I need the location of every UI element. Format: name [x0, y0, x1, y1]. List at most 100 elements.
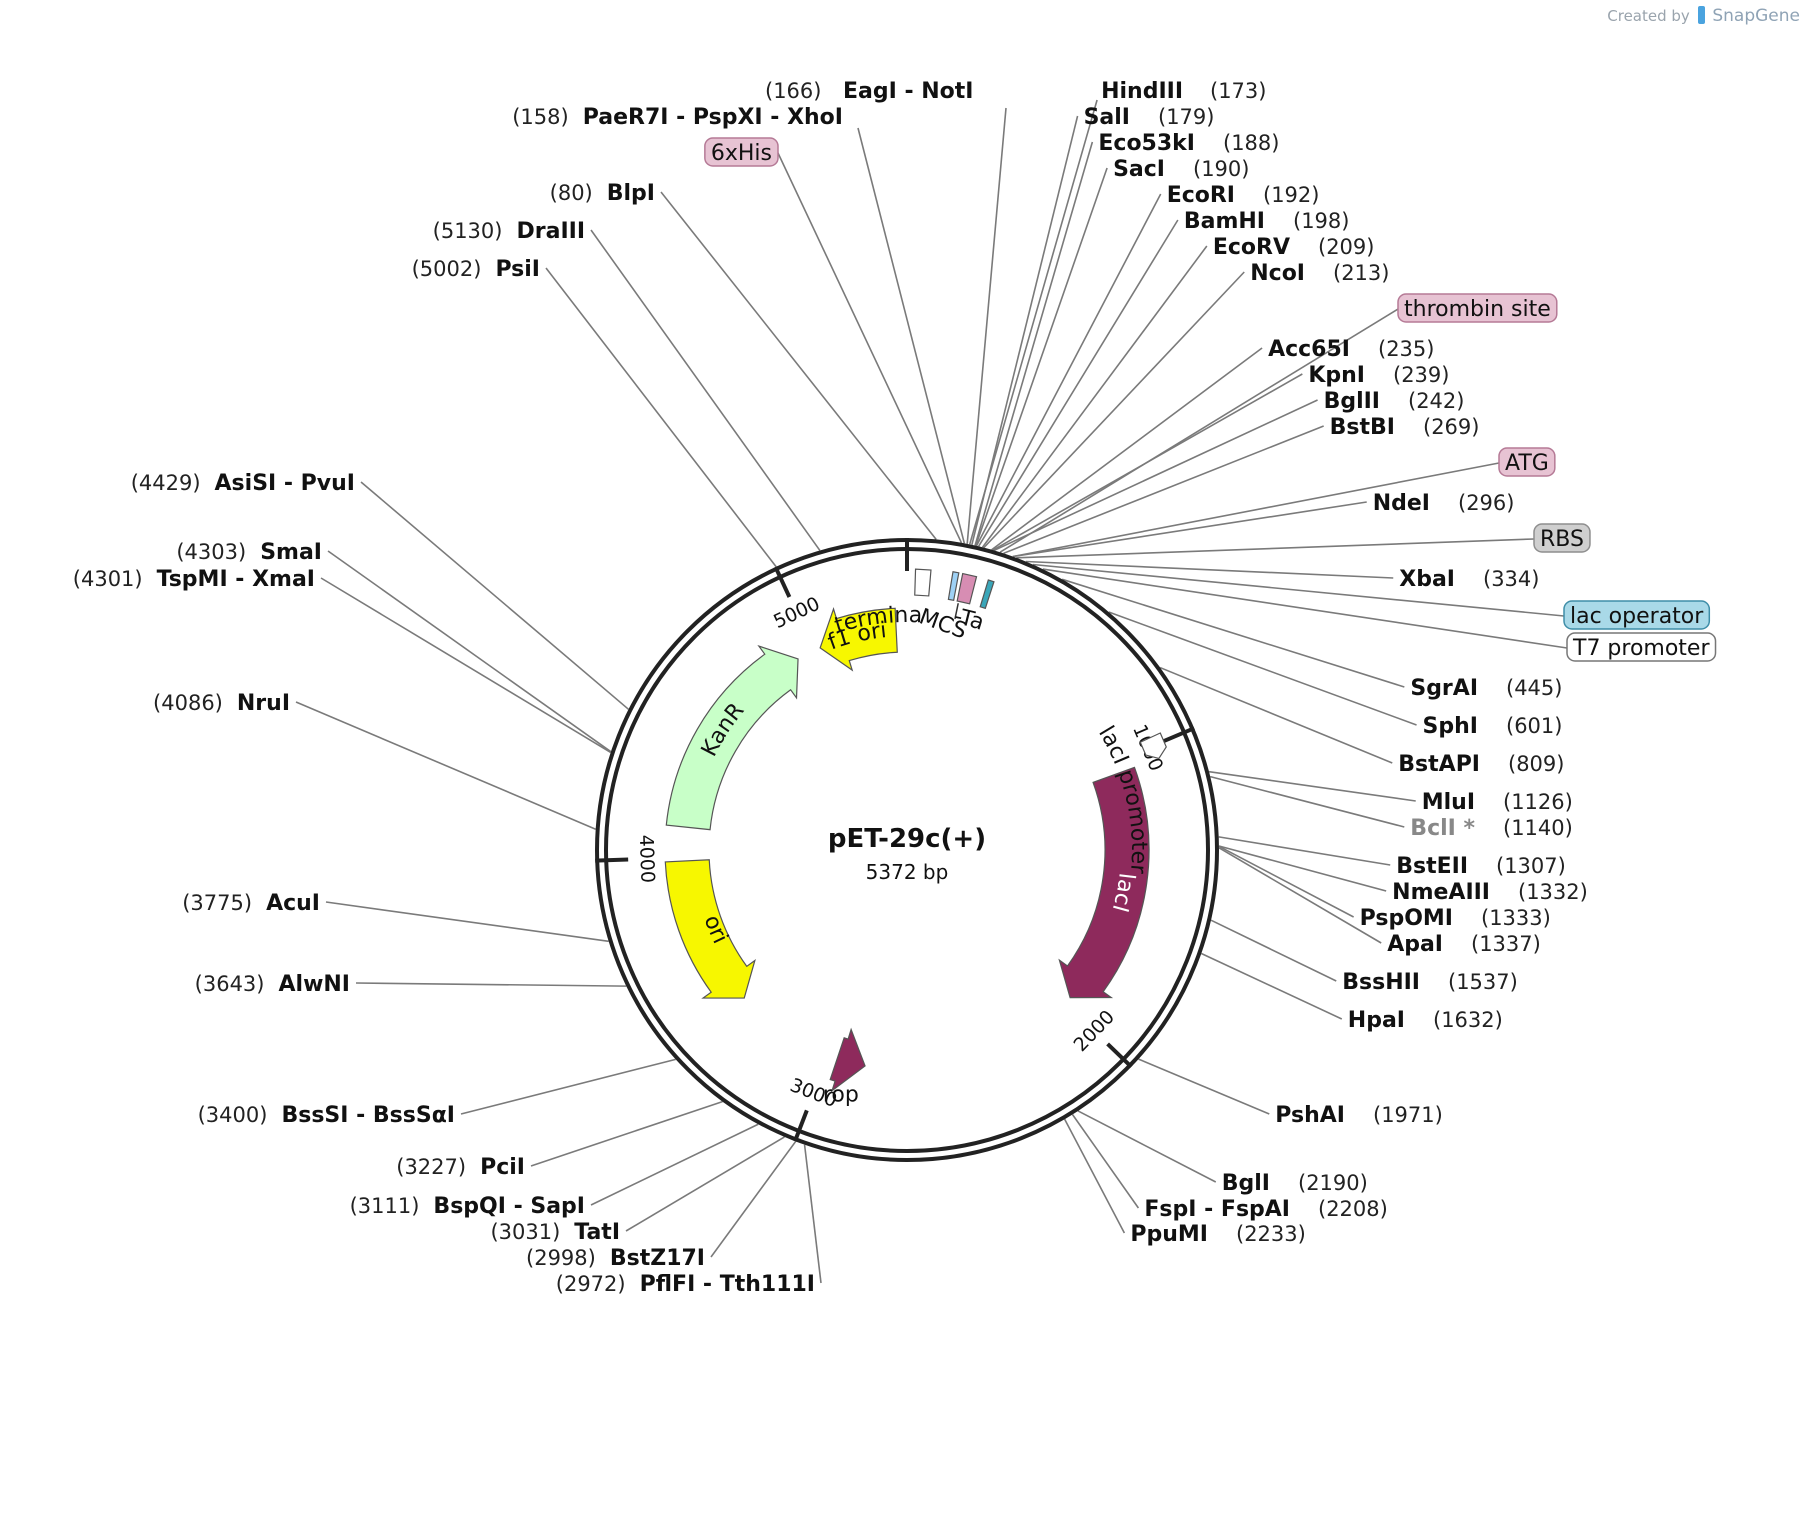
enzyme-coord: (192) [1263, 183, 1319, 207]
leader-line [1218, 847, 1382, 944]
leader-line [1208, 770, 1416, 802]
leader-line [460, 1058, 676, 1115]
enzyme-site-bsteii: BstEII (1307) [1396, 854, 1566, 879]
enzyme-coord: (809) [1508, 752, 1564, 776]
enzyme-site-tspmi-xmai: TspMI - XmaI (4301) [73, 567, 315, 592]
feature-tag-box [1566, 632, 1717, 662]
feature-ori-arrow [664, 859, 756, 999]
enzyme-site-hindiii: HindIII (173) [1101, 79, 1266, 104]
leader-line [1003, 425, 1324, 555]
enzyme-site-pshai: PshAI (1971) [1275, 1103, 1443, 1128]
feature-tag-text: RBS [1540, 527, 1584, 552]
enzyme-site-acui: AcuI (3775) [182, 891, 320, 916]
enzyme-site-xbai: XbaI (334) [1399, 567, 1539, 592]
leader-line [857, 127, 966, 544]
feature-tag-box [1563, 600, 1711, 630]
leader-line [1218, 845, 1387, 892]
enzyme-site-fspi-fspai: FspI - FspAI (2208) [1144, 1197, 1387, 1222]
enzyme-coord: (1126) [1503, 790, 1573, 814]
leader-line [1032, 563, 1565, 617]
enzyme-site-bstz17i: BstZ17I (2998) [526, 1246, 705, 1271]
enzyme-name: NdeI [1373, 491, 1430, 516]
feature-lacipro-arrow [1139, 732, 1167, 760]
tick-mark-1000 [1163, 726, 1196, 743]
enzyme-name: BamHI [1184, 209, 1265, 234]
enzyme-name: NruI [237, 691, 290, 716]
leader-line [530, 1100, 723, 1167]
enzyme-site-alwni: AlwNI (3643) [195, 972, 350, 997]
leader-line [1210, 775, 1405, 828]
enzyme-coord: (213) [1333, 261, 1389, 285]
feature-thr-block [979, 579, 995, 610]
enzyme-name: BstZ17I [610, 1246, 705, 1271]
enzyme-site-ndei: NdeI (296) [1373, 491, 1515, 516]
enzyme-name: PaeR7I - PspXI - XhoI [583, 105, 843, 130]
leader-line [993, 399, 1318, 552]
enzyme-name: BlpI [607, 181, 655, 206]
enzyme-name: PciI [480, 1155, 525, 1180]
enzyme-coord: (4301) [73, 567, 143, 591]
enzyme-site-bsssi-bsss-i: BssSI - BssSαI (3400) [198, 1103, 455, 1128]
enzyme-name: BstAPI [1398, 752, 1480, 777]
enzyme-coord: (269) [1423, 415, 1479, 439]
enzyme-coord: (1337) [1471, 932, 1541, 956]
enzyme-leader-lines [295, 99, 1568, 1284]
enzyme-site-ecorv: EcoRV (209) [1213, 235, 1375, 260]
enzyme-name: BglI [1222, 1171, 1270, 1196]
enzyme-site-apai: ApaI (1337) [1387, 932, 1541, 957]
feature-stag-block [956, 572, 978, 605]
enzyme-site-eagi-noti: EagI - NotI (166) [765, 79, 974, 104]
feature-tag-6xhis: 6xHis [704, 137, 779, 167]
leader-line [360, 481, 630, 710]
enzyme-name: ApaI [1387, 932, 1443, 957]
feature-tag-box [1498, 447, 1556, 477]
enzyme-site-nrui: NruI (4086) [153, 691, 290, 716]
enzyme-coord: (239) [1393, 363, 1449, 387]
enzyme-coord: (166) [765, 79, 821, 103]
enzyme-site-bgli: BglI (2190) [1222, 1171, 1368, 1196]
enzyme-coord: (242) [1408, 389, 1464, 413]
enzyme-coord: (2998) [526, 1246, 596, 1270]
feature-laci-arrow [1058, 766, 1150, 999]
leader-line [320, 577, 612, 754]
tick-mark-4000 [595, 857, 629, 863]
created-by-text: Created by [1607, 7, 1690, 25]
leader-line [974, 141, 1094, 546]
enzyme-name: MluI [1422, 790, 1475, 815]
enzyme-name: BstBI [1330, 415, 1395, 440]
enzyme-name: TatI [574, 1220, 620, 1245]
leader-line [1016, 538, 1535, 559]
enzyme-site-blpi: BlpI (80) [550, 181, 655, 206]
enzyme-coord: (4303) [176, 540, 246, 564]
enzyme-name: PflFI - Tth111I [640, 1272, 815, 1297]
feature-stag-label: S-Tag [0, 0, 987, 636]
enzyme-name: BssHII [1342, 970, 1420, 995]
plasmid-name: pET-29c(+) [828, 824, 986, 854]
enzyme-site-sgrai: SgrAI (445) [1410, 676, 1562, 701]
enzyme-coord: (2208) [1318, 1197, 1388, 1221]
enzyme-coord: (179) [1158, 105, 1214, 129]
enzyme-site-pspomi: PspOMI (1333) [1360, 906, 1551, 931]
enzyme-coord: (601) [1506, 714, 1562, 738]
enzyme-coord: (1307) [1496, 854, 1566, 878]
enzyme-site-asisi-pvui: AsiSI - PvuI (4429) [131, 471, 355, 496]
feature-tag-rbs: RBS [1533, 523, 1591, 553]
tick-mark-2000 [1106, 1042, 1133, 1069]
leader-line [355, 982, 627, 987]
feature-tag-t7-promoter: T7 promoter [1566, 632, 1717, 662]
enzyme-coord: (3111) [350, 1194, 420, 1218]
leader-line [1138, 1058, 1270, 1115]
leader-line [1218, 836, 1391, 866]
enzyme-name: PsiI [495, 257, 540, 282]
enzyme-coord: (445) [1506, 676, 1562, 700]
enzyme-coord: (1537) [1448, 970, 1518, 994]
feature-kanr-arrow [665, 644, 799, 831]
leader-line [660, 191, 937, 540]
enzyme-site-saci: SacI (190) [1113, 157, 1249, 182]
enzyme-coord: (209) [1318, 235, 1374, 259]
enzyme-name: DraIII [516, 219, 585, 244]
leader-line [1159, 666, 1393, 764]
feature-tag-text: 6xHis [711, 141, 772, 166]
enzyme-name: XbaI [1399, 567, 1455, 592]
plasmid-length: 5372 bp [866, 860, 949, 884]
